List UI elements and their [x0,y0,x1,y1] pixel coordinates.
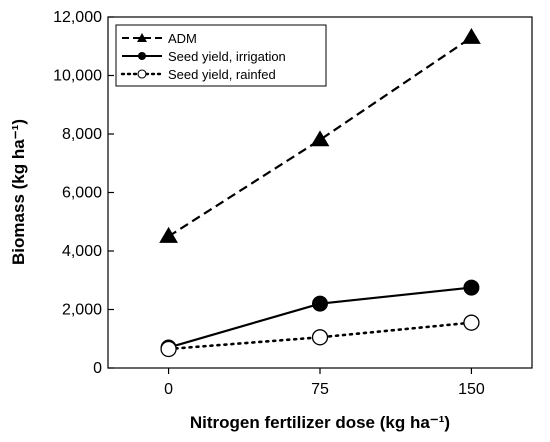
x-axis-label: Nitrogen fertilizer dose (kg ha⁻¹) [190,413,450,432]
y-tick-label: 12,000 [53,9,102,26]
data-point [160,340,177,358]
data-point [159,226,178,243]
series-layer [159,27,481,358]
legend-label: ADM [168,31,197,46]
series-line [167,36,473,238]
data-point [310,130,330,147]
data-point [462,27,481,44]
x-tick-label: 75 [311,381,329,398]
data-point [463,314,480,331]
x-axis-ticks: 0 75 150 [164,368,485,398]
y-tick-label: 0 [93,360,102,377]
legend-label: Seed yield, irrigation [168,49,286,64]
y-tick-label: 4,000 [62,243,102,260]
series-0 [159,27,481,243]
y-axis-ticks: 0 2,000 4,000 6,000 8,000 10,000 12,000 [53,9,114,377]
x-tick-label: 0 [164,381,173,398]
legend-marker [137,33,147,42]
x-tick-label: 150 [458,381,485,398]
y-tick-label: 10,000 [53,68,102,85]
data-point [312,295,328,312]
series-2 [160,314,480,358]
legend-marker [138,52,146,60]
y-tick-label: 8,000 [62,126,102,143]
legend-label: Seed yield, rainfed [168,67,276,82]
series-line [167,321,473,351]
legend: ADM Seed yield, irrigation Seed yield, rai… [115,24,327,87]
data-point [463,279,480,296]
y-tick-label: 6,000 [62,185,102,202]
y-tick-label: 2,000 [62,302,102,319]
y-axis-label: Biomass (kg ha⁻¹) [9,119,28,265]
legend-marker [137,69,147,79]
data-point [311,329,329,346]
